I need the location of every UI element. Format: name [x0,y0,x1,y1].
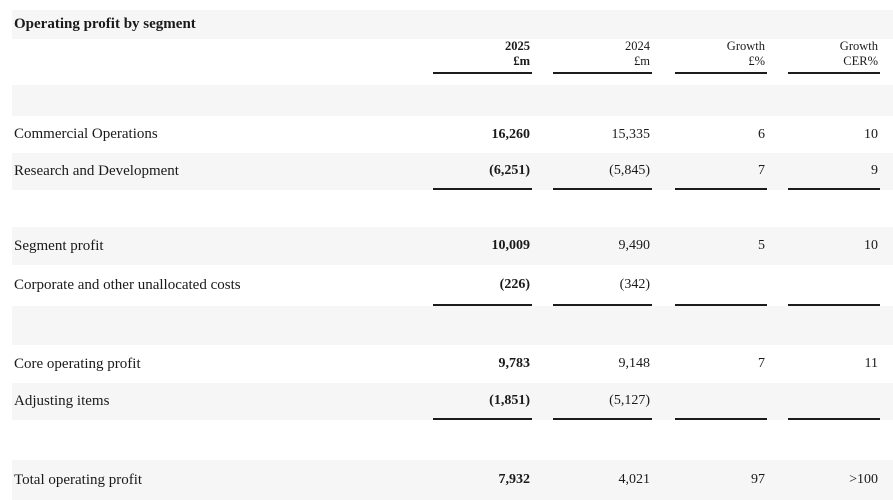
cell-growth-cer: 9 [788,153,880,190]
table-title-row: Operating profit by segment [12,10,893,39]
cell-2024: (5,845) [553,153,652,190]
table-row-core-operating-profit: Core operating profit 9,783 9,148 7 11 [12,345,893,383]
table-row-segment-profit: Segment profit 10,009 9,490 5 10 [12,227,893,265]
cell-2024: 4,021 [618,472,651,487]
column-header-2025: 2025 £m [433,39,532,74]
row-label: Commercial Operations [14,126,158,142]
row-label: Total operating profit [14,471,143,488]
page-title: Operating profit by segment [14,16,196,32]
top-margin [0,0,893,10]
row-label: Research and Development [14,163,179,179]
table-row-research-and-development: Research and Development (6,251) (5,845)… [12,153,893,190]
cell-2024: (5,127) [553,383,652,420]
cell-2024: 9,148 [618,356,651,371]
column-header-2024: 2024 £m [553,39,652,74]
spacer [12,420,893,460]
row-label: Segment profit [14,237,104,254]
cell-growth-cer: 10 [864,126,878,142]
cell-growth-cer [788,265,880,306]
operating-profit-table: Operating profit by segment 2025 £m 2024… [12,10,893,500]
cell-2025: (1,851) [433,383,532,420]
cell-2025: 7,932 [498,472,531,487]
cell-growth-cer: >100 [849,472,878,487]
cell-growth-gbp: 7 [675,153,767,190]
table-header-row: 2025 £m 2024 £m Growth £% Growth CER% [12,39,893,74]
table-row-corporate-unallocated-costs: Corporate and other unallocated costs (2… [12,265,893,306]
row-label: Core operating profit [14,355,141,372]
cell-2025: (226) [433,265,532,306]
cell-growth-cer [788,383,880,420]
column-header-growth-gbp: Growth £% [675,39,767,74]
cell-2025: 16,260 [491,126,531,142]
cell-growth-cer: 11 [864,356,878,371]
table-row-adjusting-items: Adjusting items (1,851) (5,127) [12,383,893,420]
cell-2024: 15,335 [611,126,651,142]
cell-2025: (6,251) [433,153,532,190]
table-row-commercial-operations: Commercial Operations 16,260 15,335 6 10 [12,116,893,153]
cell-growth-gbp [675,265,767,306]
cell-2025: 9,783 [498,356,531,371]
row-label: Adjusting items [14,393,110,409]
column-header-growth-cer: Growth CER% [788,39,880,74]
cell-growth-gbp: 5 [758,238,765,253]
cell-growth-gbp: 7 [758,356,765,371]
cell-growth-cer: 10 [864,238,878,253]
spacer [12,74,893,85]
row-label: Corporate and other unallocated costs [14,277,241,293]
cell-2024: (342) [553,265,652,306]
band-spacer [12,306,893,345]
cell-growth-gbp: 6 [758,126,765,142]
cell-2024: 9,490 [618,238,651,253]
band-spacer [12,85,893,116]
spacer [12,190,893,227]
cell-growth-gbp [675,383,767,420]
table-row-total-operating-profit: Total operating profit 7,932 4,021 97 >1… [12,460,893,500]
cell-2025: 10,009 [491,238,531,253]
cell-growth-gbp: 97 [751,472,765,487]
